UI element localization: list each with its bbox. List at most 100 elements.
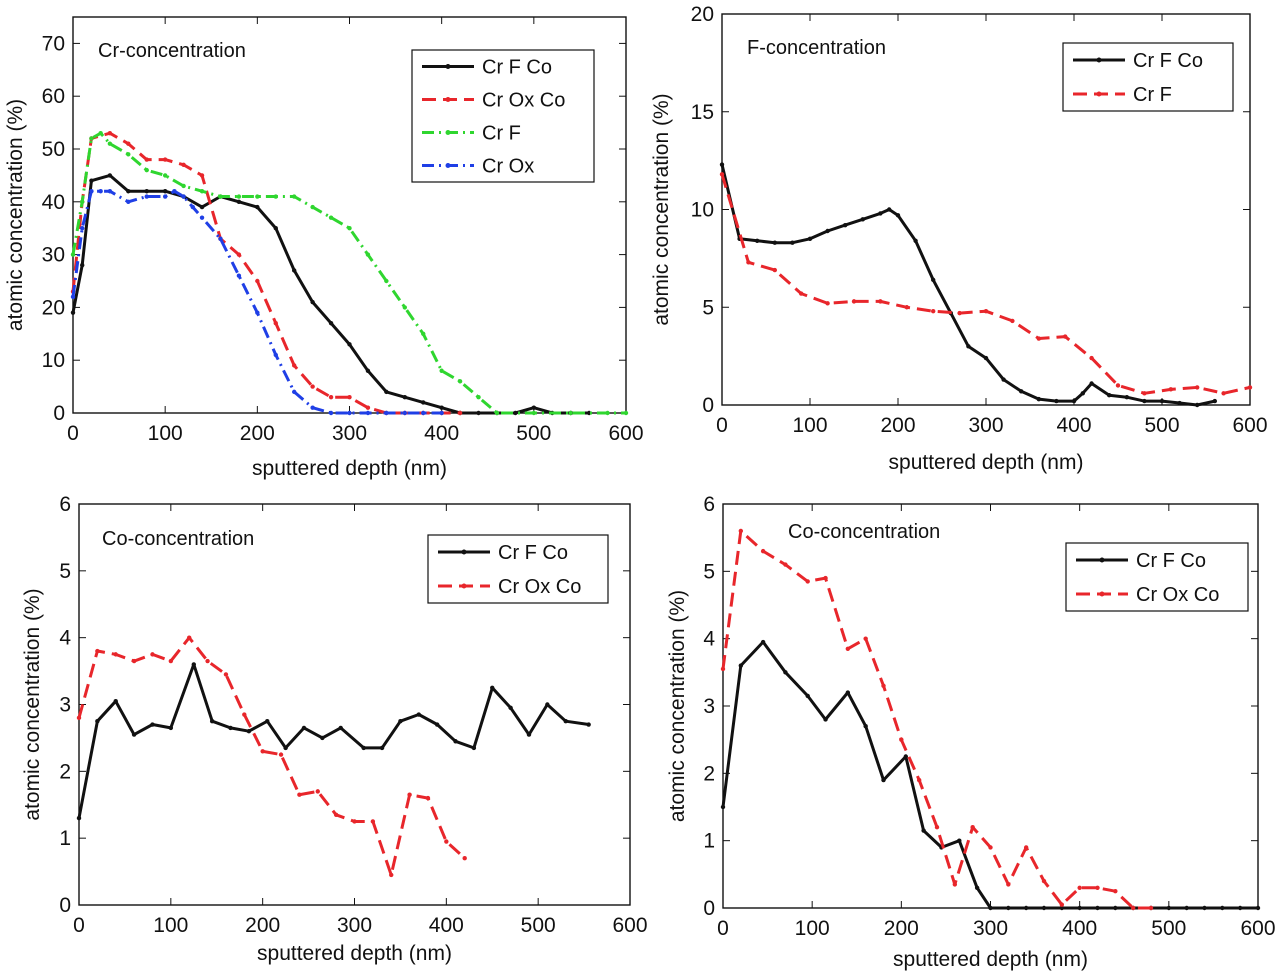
- data-point: [328, 410, 334, 416]
- data-point: [783, 670, 788, 675]
- series-cr-ox-co: [76, 635, 467, 878]
- data-point: [292, 389, 297, 395]
- data-point: [760, 639, 766, 645]
- data-point: [421, 410, 426, 416]
- y-tick-label: 5: [702, 296, 714, 319]
- y-tick-label: 10: [691, 199, 714, 222]
- panel-title: Co-concentration: [788, 521, 940, 543]
- data-point: [720, 666, 726, 672]
- data-point: [1059, 905, 1065, 911]
- data-point: [531, 410, 537, 416]
- y-tick-label: 15: [691, 101, 714, 124]
- data-point: [126, 141, 131, 146]
- x-tick-label: 400: [1062, 917, 1097, 940]
- data-point: [338, 725, 343, 731]
- legend-marker: [445, 163, 451, 168]
- data-point: [825, 228, 830, 234]
- data-point: [107, 141, 113, 146]
- data-point: [904, 305, 909, 310]
- data-point: [799, 291, 804, 296]
- data-point: [1130, 905, 1136, 911]
- x-tick-label: 600: [612, 914, 647, 937]
- data-point: [1221, 391, 1226, 396]
- data-point: [1113, 905, 1118, 911]
- data-point: [379, 745, 385, 751]
- legend-marker: [461, 583, 467, 589]
- data-point: [1159, 398, 1165, 404]
- panel-title: Cr-concentration: [98, 40, 246, 62]
- data-point: [107, 173, 113, 178]
- x-tick-label: 300: [337, 914, 372, 937]
- y-tick-label: 3: [703, 695, 715, 718]
- data-point: [218, 236, 223, 241]
- data-point: [878, 211, 883, 216]
- data-point: [402, 410, 407, 416]
- data-point: [1089, 381, 1094, 386]
- data-point: [439, 405, 444, 410]
- data-point: [425, 795, 431, 801]
- data-point: [825, 301, 830, 306]
- data-point: [246, 729, 252, 734]
- data-point: [315, 789, 320, 794]
- data-point: [1168, 387, 1174, 392]
- data-point: [586, 722, 591, 727]
- data-point: [236, 199, 242, 204]
- data-point: [89, 189, 94, 194]
- legend-marker: [445, 97, 451, 102]
- legend: Cr F Co Cr Ox Co: [1065, 542, 1249, 612]
- data-point: [187, 635, 192, 640]
- data-point: [453, 739, 458, 744]
- y-axis-label: atomic concentration (%): [650, 93, 673, 325]
- data-point: [310, 405, 315, 410]
- data-point: [283, 745, 288, 751]
- legend-marker: [445, 64, 451, 69]
- data-point: [760, 548, 766, 554]
- x-tick-label: 300: [332, 422, 367, 445]
- legend-label: Cr Ox Co: [1136, 584, 1219, 606]
- data-point: [1202, 905, 1207, 911]
- data-point: [1089, 355, 1094, 361]
- data-point: [255, 278, 260, 284]
- data-point: [320, 735, 325, 741]
- data-point: [471, 745, 477, 751]
- data-point: [365, 405, 371, 410]
- data-point: [113, 698, 118, 704]
- data-point: [545, 702, 550, 707]
- x-tick-label: 300: [973, 917, 1008, 940]
- data-point: [476, 394, 481, 400]
- data-point: [95, 719, 100, 724]
- data-point: [1142, 391, 1147, 396]
- data-point: [1036, 336, 1042, 341]
- legend-label: Cr F Co: [1136, 550, 1206, 572]
- data-point: [1023, 905, 1029, 911]
- data-point: [199, 215, 205, 220]
- data-point: [845, 646, 851, 651]
- y-tick-label: 4: [703, 628, 715, 651]
- data-point: [260, 749, 265, 754]
- legend-marker: [1096, 57, 1102, 63]
- data-point: [444, 839, 449, 844]
- data-point: [1010, 318, 1015, 324]
- data-point: [150, 652, 155, 657]
- data-point: [255, 194, 260, 199]
- data-point: [389, 872, 394, 878]
- data-point: [623, 410, 629, 416]
- data-point: [255, 310, 260, 315]
- data-point: [887, 207, 892, 212]
- data-point: [113, 652, 118, 657]
- x-tick-label: 500: [1144, 414, 1179, 437]
- data-point: [89, 136, 94, 141]
- data-point: [218, 194, 223, 199]
- data-point: [107, 130, 113, 136]
- data-point: [402, 394, 407, 400]
- legend: Cr F Co Cr Ox Co: [427, 534, 609, 604]
- data-point: [162, 189, 168, 194]
- data-point: [199, 189, 205, 194]
- data-point: [297, 792, 302, 797]
- data-point: [416, 712, 421, 717]
- data-point: [333, 812, 339, 817]
- data-point: [1148, 905, 1154, 911]
- data-point: [823, 575, 828, 581]
- data-point: [462, 856, 467, 861]
- data-point: [1166, 905, 1172, 911]
